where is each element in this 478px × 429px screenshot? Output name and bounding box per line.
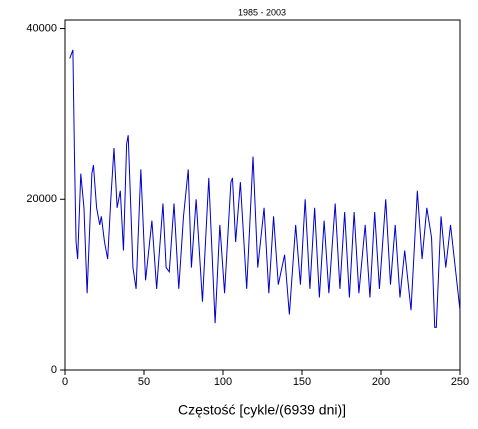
x-tick-label: 250 [451,376,469,388]
x-tick-label: 150 [293,376,311,388]
x-tick-label: 50 [138,376,150,388]
x-tick-label: 200 [372,376,390,388]
y-tick-label: 40000 [26,22,57,34]
data-line [69,49,461,328]
chart-title: 1985 - 2003 [238,7,286,17]
plot-frame [64,19,461,371]
x-tick-label: 0 [62,376,68,388]
x-tick-label: 100 [214,376,232,388]
y-tick-label: 0 [51,364,57,376]
x-axis-label: Częstość [cykle/(6939 dni)] [178,402,346,418]
y-tick-label: 20000 [26,193,57,205]
